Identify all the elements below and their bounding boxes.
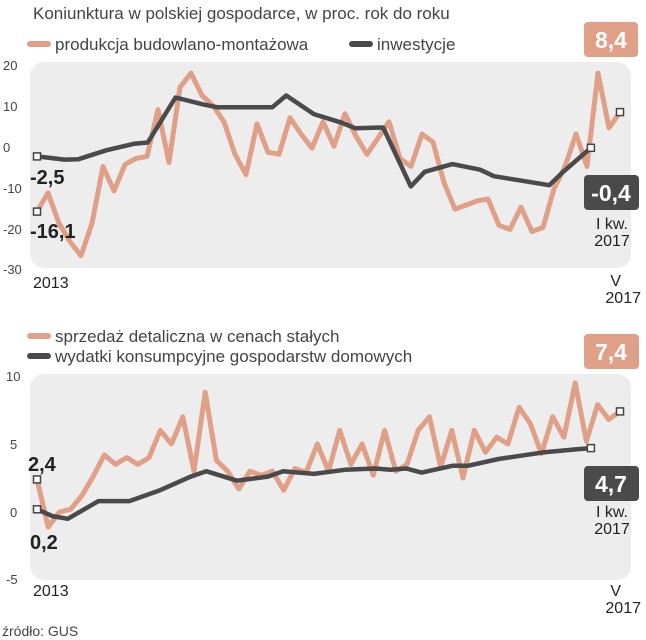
top-inwestycje-start-label: -2,5: [30, 167, 64, 189]
top-series-0-end-marker: [615, 107, 625, 117]
top-produkcja-end-badge-box: [584, 22, 638, 57]
top-legend-label-1: inwestycje: [377, 35, 455, 54]
top-x-end-label-line1: V: [610, 273, 621, 290]
top-y-tick-label: 20: [3, 58, 17, 73]
top-series-0-start-marker: [32, 207, 42, 216]
top-x-end-label-line2: 2017: [605, 290, 641, 307]
bottom-plot-background: [30, 374, 631, 580]
top-series-line-1: [34, 93, 594, 189]
top-legend: produkcja budowlano-montażowa inwestycje: [27, 35, 455, 54]
bottom-sprzedaz-start-label: 2,4: [28, 454, 57, 476]
top-produkcja-start-label: -16,1: [30, 221, 76, 243]
bottom-series-lines: [32, 380, 625, 530]
top-inwestycje-period-line2: 2017: [594, 233, 630, 250]
bottom-wydatki-period-line2: 2017: [594, 521, 630, 538]
bottom-sprzedaz-end-badge-box: [584, 334, 639, 369]
bottom-series-1-end-marker: [586, 443, 596, 453]
bottom-y-tick-label: -5: [6, 572, 18, 587]
top-y-tick-label: -30: [3, 262, 22, 277]
bottom-wydatki-period-line1: I kw.: [596, 504, 628, 521]
bottom-x-end-label-line1: V: [610, 583, 621, 600]
top-produkcja-end-value: 8,4: [595, 27, 627, 53]
source-note: źródło: GUS: [2, 623, 78, 639]
bottom-legend-label-0: sprzedaż detaliczna w cenach stałych: [55, 327, 339, 346]
top-y-tick-labels: 20 10 0 -10 -20 -30: [3, 58, 22, 277]
bottom-sprzedaz-end-badge: 7,4: [584, 334, 639, 369]
top-series-1-start-marker: [32, 152, 42, 161]
top-y-tick-label: -10: [3, 181, 22, 196]
top-inwestycje-period-line1: I kw.: [596, 216, 628, 233]
top-series-1-end-marker: [586, 143, 596, 153]
bottom-wydatki-end-badge: 4,7: [584, 466, 639, 501]
bottom-y-tick-label: 0: [10, 505, 17, 520]
bottom-start-labels: 2,4 0,2: [28, 454, 58, 554]
bottom-series-0-end-marker: [615, 407, 625, 416]
top-plot-background: [30, 62, 631, 268]
top-legend-label-0: produkcja budowlano-montażowa: [55, 35, 309, 54]
top-produkcja-end-badge: 8,4: [584, 22, 638, 57]
bottom-x-end-label-line2: 2017: [605, 600, 641, 617]
top-x-start-label: 2013: [33, 275, 69, 292]
top-y-tick-label: -20: [3, 222, 22, 237]
top-chart: produkcja budowlano-montażowa inwestycje…: [3, 22, 641, 307]
bottom-chart: sprzedaż detaliczna w cenach stałych wyd…: [6, 327, 641, 617]
bottom-x-start-label: 2013: [33, 583, 69, 600]
bottom-legend-label-1: wydatki konsumpcyjne gospodarstw domowyc…: [54, 347, 412, 366]
top-series-line-0: [34, 70, 623, 259]
bottom-y-tick-label: 10: [6, 369, 20, 384]
bottom-wydatki-start-label: 0,2: [30, 532, 58, 554]
bottom-legend: sprzedaż detaliczna w cenach stałych wyd…: [27, 327, 412, 366]
top-series-lines: [32, 70, 625, 259]
top-y-tick-label: 0: [3, 140, 10, 155]
bottom-y-tick-label: 5: [10, 437, 17, 452]
top-start-labels: -2,5 -16,1: [30, 167, 76, 243]
bottom-series-1-start-marker: [32, 505, 42, 514]
bottom-wydatki-end-value: 4,7: [595, 471, 627, 497]
top-inwestycje-end-badge-box: [584, 175, 639, 210]
bottom-series-0-start-marker: [32, 475, 42, 484]
bottom-wydatki-end-badge-box: [584, 466, 639, 501]
bottom-series-line-1: [34, 445, 594, 522]
chart-title: Koniunktura w polskiej gospodarce, w pro…: [33, 4, 450, 23]
top-inwestycje-end-value: -0,4: [591, 180, 631, 206]
top-y-tick-label: 10: [3, 99, 17, 114]
bottom-sprzedaz-end-value: 7,4: [595, 339, 627, 365]
top-inwestycje-end-badge: -0,4: [584, 175, 639, 210]
bottom-y-tick-labels: 10 5 0 -5: [6, 369, 20, 587]
